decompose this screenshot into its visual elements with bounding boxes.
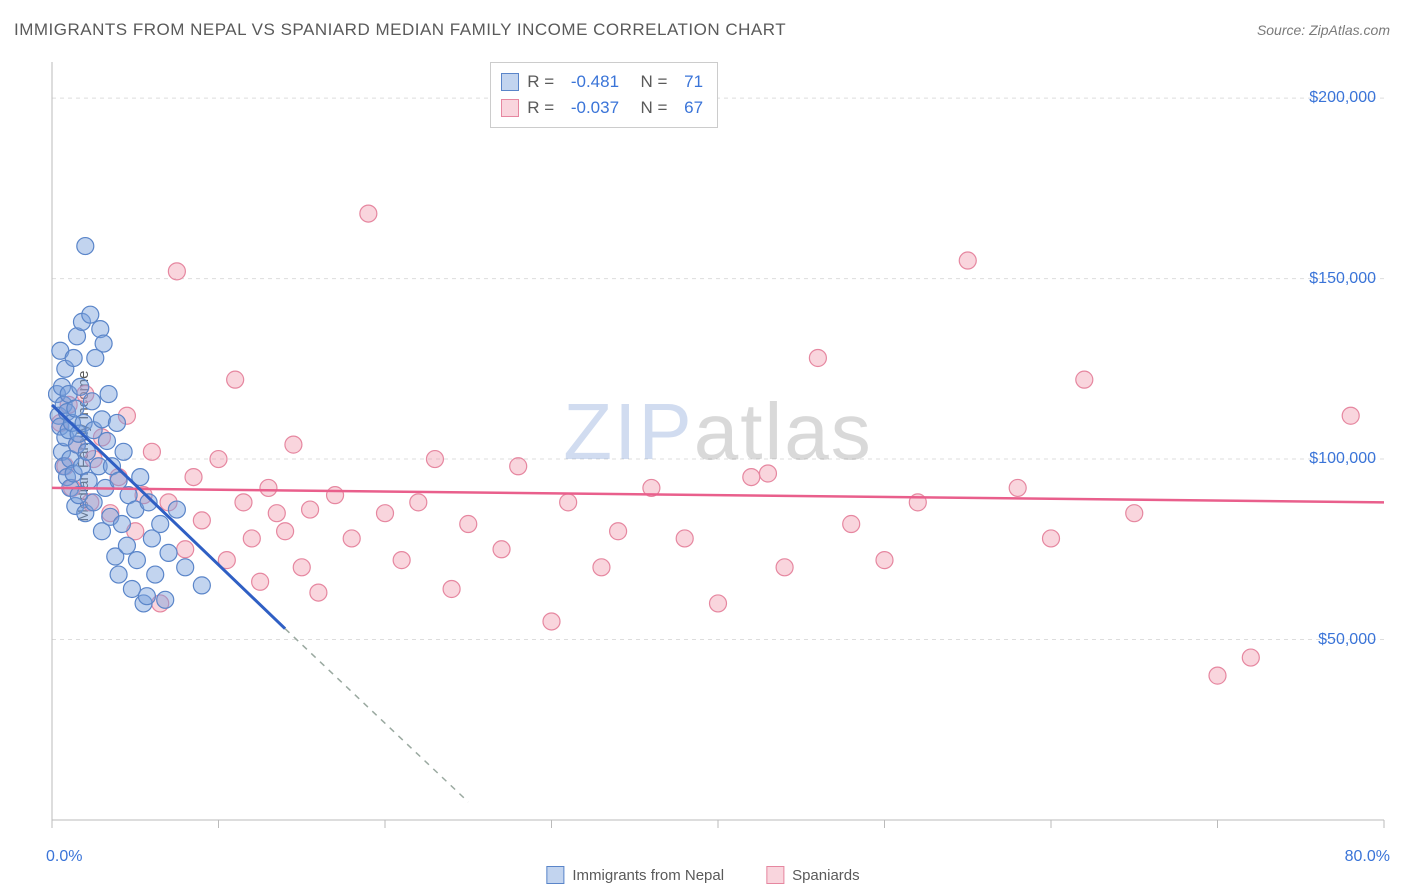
- stat-r-value: -0.481: [567, 69, 623, 95]
- chart-container: IMMIGRANTS FROM NEPAL VS SPANIARD MEDIAN…: [0, 0, 1406, 892]
- stat-n-label: N =: [631, 95, 672, 121]
- plot-area: ZIPatlas $50,000$100,000$150,000$200,000…: [48, 58, 1388, 838]
- scatter-svg: [48, 58, 1388, 838]
- x-tick-max: 80.0%: [1345, 848, 1390, 866]
- stat-n-value: 67: [680, 95, 707, 121]
- stat-n-value: 71: [680, 69, 707, 95]
- stat-legend-row: R = -0.037 N = 67: [501, 95, 707, 121]
- y-tick-label: $200,000: [1309, 89, 1376, 107]
- stat-r-value: -0.037: [567, 95, 623, 121]
- stat-legend-row: R = -0.481 N = 71: [501, 69, 707, 95]
- series-legend: Immigrants from Nepal Spaniards: [546, 866, 859, 884]
- legend-label: Spaniards: [792, 867, 860, 884]
- legend-swatch: [546, 866, 564, 884]
- stat-r-label: R =: [527, 69, 559, 95]
- y-tick-label: $100,000: [1309, 450, 1376, 468]
- legend-swatch: [501, 73, 519, 91]
- legend-item: Immigrants from Nepal: [546, 866, 724, 884]
- chart-title: IMMIGRANTS FROM NEPAL VS SPANIARD MEDIAN…: [14, 20, 786, 40]
- legend-swatch: [766, 866, 784, 884]
- legend-item: Spaniards: [766, 866, 860, 884]
- stat-n-label: N =: [631, 69, 672, 95]
- legend-label: Immigrants from Nepal: [572, 867, 724, 884]
- y-tick-label: $150,000: [1309, 270, 1376, 288]
- source-label: Source: ZipAtlas.com: [1257, 22, 1390, 38]
- y-tick-label: $50,000: [1318, 631, 1376, 649]
- stats-legend: R = -0.481 N = 71R = -0.037 N = 67: [490, 62, 718, 128]
- x-tick-min: 0.0%: [46, 848, 82, 866]
- stat-r-label: R =: [527, 95, 559, 121]
- legend-swatch: [501, 99, 519, 117]
